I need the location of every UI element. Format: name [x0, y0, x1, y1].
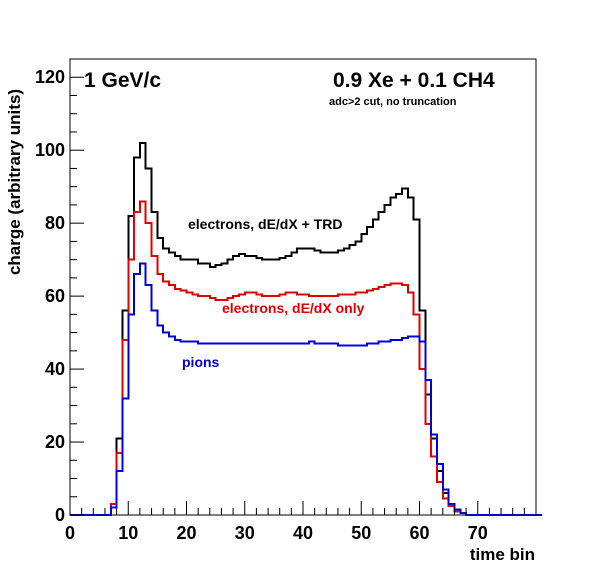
series-label-electrons-trd: electrons, dE/dX + TRD [188, 216, 342, 232]
series-label-electrons-dedx: electrons, dE/dX only [222, 300, 365, 316]
y-tick-label: 80 [45, 213, 65, 233]
series-line-2 [70, 262, 542, 516]
x-tick-label: 40 [293, 523, 313, 543]
x-tick-label: 20 [176, 523, 196, 543]
x-tick-label: 60 [409, 523, 429, 543]
series-label-pions: pions [182, 354, 220, 370]
x-tick-label: 70 [468, 523, 488, 543]
x-tick-label: 10 [118, 523, 138, 543]
x-axis-title: time bin [470, 545, 535, 564]
y-tick-label: 100 [35, 140, 65, 160]
y-tick-label: 40 [45, 359, 65, 379]
plot-frame [69, 58, 537, 516]
y-tick-label: 20 [45, 432, 65, 452]
y-tick-label: 0 [55, 505, 65, 525]
series-line-0 [70, 141, 536, 516]
x-tick-label: 50 [351, 523, 371, 543]
x-tick-label: 30 [235, 523, 255, 543]
x-tick-label: 0 [65, 523, 75, 543]
momentum-annotation: 1 GeV/c [84, 69, 161, 92]
cut-annotation: adc>2 cut, no truncation [329, 96, 457, 108]
y-tick-label: 60 [45, 286, 65, 306]
y-axis-title: charge (arbitrary units) [5, 89, 24, 275]
gas-mixture-annotation: 0.9 Xe + 0.1 CH4 [333, 69, 495, 92]
y-tick-label: 120 [35, 67, 65, 87]
